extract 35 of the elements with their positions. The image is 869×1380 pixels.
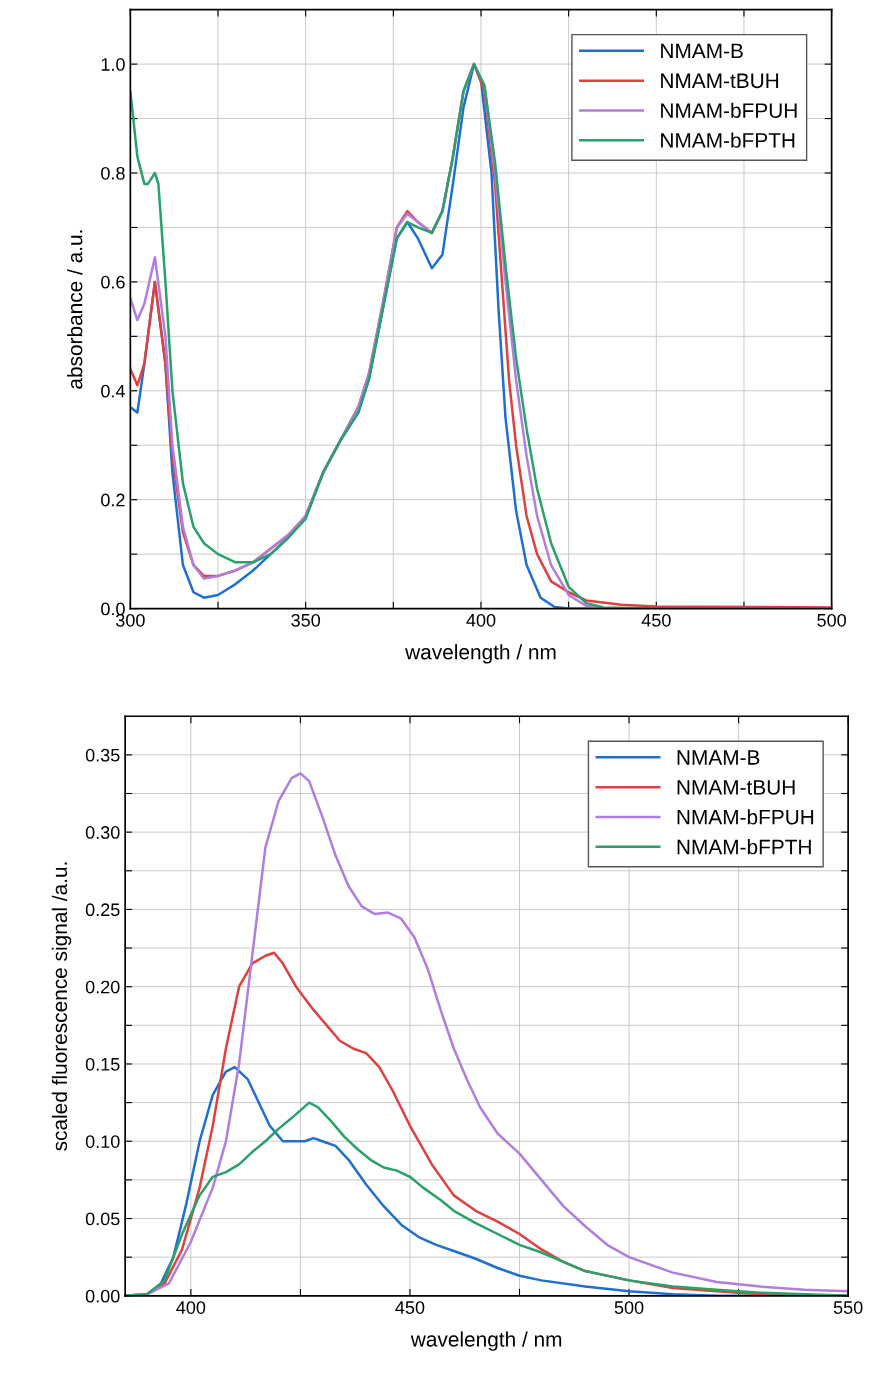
x-tick-label: 350 — [291, 613, 321, 627]
x-axis-title: wavelength / nm — [410, 1331, 562, 1351]
y-tick-label: 0.4 — [101, 384, 125, 398]
legend-label: NMAM-B — [661, 43, 743, 59]
y-tick-label: 0.00 — [85, 1289, 120, 1303]
y-tick-label: 0.35 — [85, 748, 120, 762]
legend-label: NMAM-bFPTH — [661, 132, 795, 148]
y-tick-label: 0.25 — [85, 903, 120, 917]
x-tick-label: 450 — [395, 1301, 425, 1314]
y-tick-label: 0.6 — [101, 275, 125, 289]
y-tick-label: 0.30 — [85, 826, 120, 839]
y-tick-label: 0.05 — [85, 1212, 120, 1226]
x-tick-label: 300 — [115, 613, 145, 627]
legend-label: NMAM-B — [677, 750, 760, 765]
y-tick-label: 0.2 — [101, 493, 125, 507]
legend-label: NMAM-tBUH — [661, 73, 779, 89]
x-axis-title: wavelength / nm — [405, 644, 556, 664]
x-tick-label: 400 — [466, 613, 496, 627]
x-tick-label: 500 — [817, 613, 846, 627]
legend-label: NMAM-bFPUH — [677, 809, 814, 825]
legend-label: NMAM-tBUH — [677, 780, 795, 795]
y-tick-label: 0.20 — [85, 980, 120, 994]
y-tick-label: 0.8 — [101, 166, 125, 180]
legend-label: NMAM-bFPUH — [661, 102, 797, 118]
x-tick-label: 500 — [614, 1301, 644, 1314]
legend-label: NMAM-bFPTH — [677, 839, 811, 855]
y-tick-label: 1.0 — [101, 58, 125, 71]
y-tick-label: 0.0 — [101, 602, 125, 616]
x-tick-label: 450 — [641, 613, 671, 627]
y-axis-title: absorbance / a.u. — [67, 230, 83, 389]
x-tick-label: 550 — [833, 1301, 863, 1314]
y-tick-label: 0.10 — [85, 1135, 120, 1148]
y-axis-title: scaled fluorescence signal /a.u. — [51, 862, 72, 1151]
y-tick-label: 0.15 — [85, 1057, 120, 1071]
x-tick-label: 400 — [176, 1301, 206, 1314]
